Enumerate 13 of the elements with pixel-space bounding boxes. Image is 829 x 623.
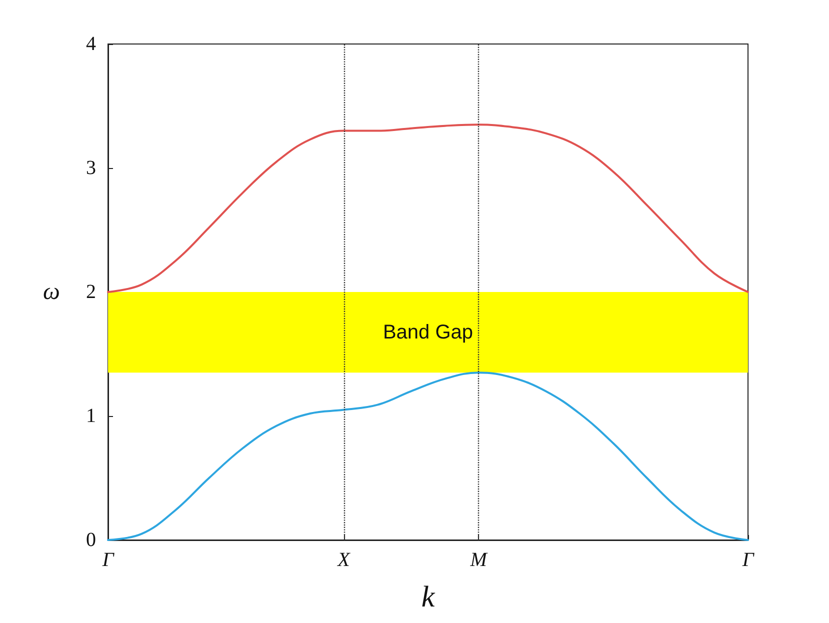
x-tick-label: M [469,549,488,571]
line-series [107,124,749,293]
x-tick-label: Γ [101,549,116,571]
y-tick-label: 2 [86,281,96,303]
y-tick-label: 3 [86,157,96,179]
y-tick-label: 1 [86,405,96,427]
x-tick-label: X [336,549,351,571]
band-label: Band Gap [382,321,474,344]
x-tick-label: Γ [741,549,756,571]
y-axis-title: ω [43,279,60,305]
y-tick-label: 0 [86,529,96,551]
x-axis-title: k [421,580,436,614]
y-tick-label: 4 [86,33,96,55]
